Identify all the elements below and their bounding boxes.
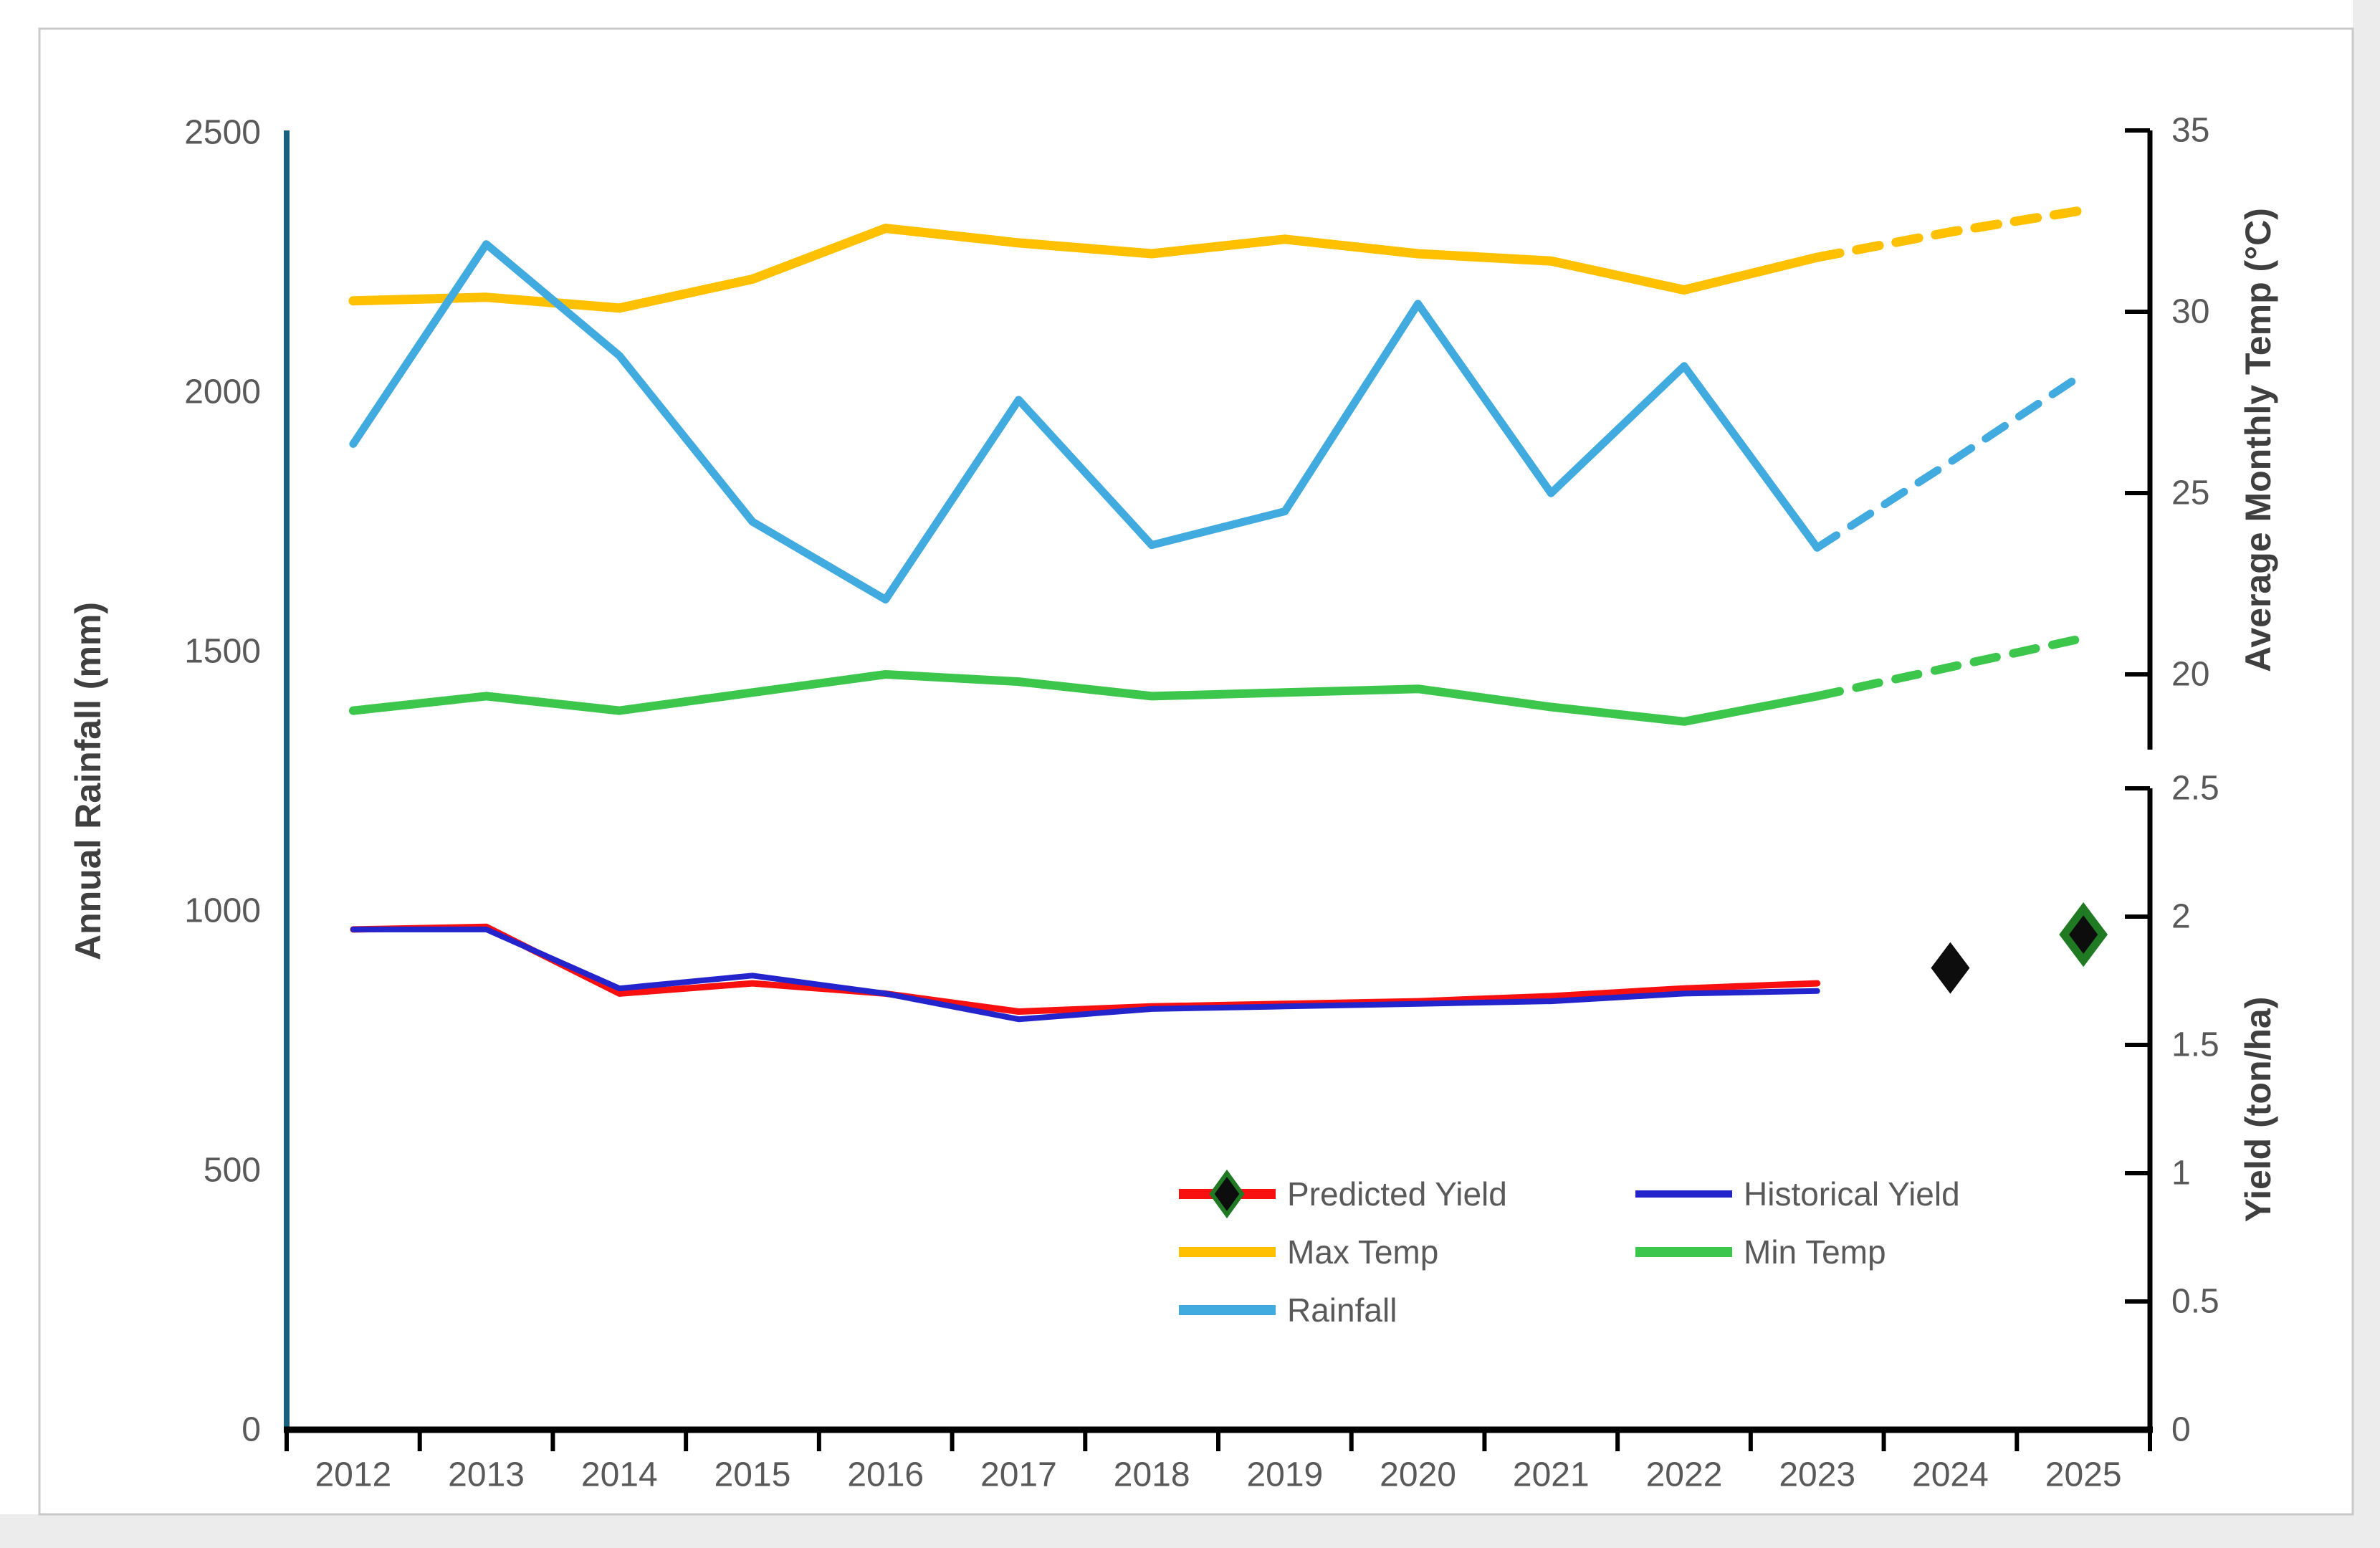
yield-tick-label: 0 [2171,1411,2191,1449]
series-rainfall-forecast [1813,370,2088,552]
predicted-yield-diamond-icon [1209,1169,1245,1219]
legend: Predicted Yield Historical Yield Max Tem… [1179,1169,1960,1329]
rainfall-tick-label: 1000 [184,892,261,930]
yield-tick-label: 2.5 [2171,770,2219,808]
legend-item-max-temp: Max Temp [1179,1233,1438,1271]
series-rainfall [349,240,1822,604]
temp-tick-label: 35 [2171,112,2209,150]
rainfall-tick-label: 0 [242,1411,261,1449]
x-tick-label: 2025 [2045,1456,2122,1494]
temp-axis-title: Average Monthly Temp (°C) [2238,208,2278,672]
forecast-diamond-marker-2024 [1931,942,1970,994]
x-tick-label: 2021 [1513,1456,1590,1494]
yield-tick-label: 2 [2171,898,2191,936]
temp-tick-label: 20 [2171,656,2209,694]
legend-item-historical-yield: Historical Yield [1635,1175,1960,1213]
temp-tick-label: 30 [2171,293,2209,331]
legend-label: Historical Yield [1744,1175,1960,1213]
x-tick-label: 2020 [1380,1456,1456,1494]
x-tick-label: 2019 [1246,1456,1323,1494]
rainfall-tick-label: 500 [204,1152,261,1190]
x-tick-label: 2014 [581,1456,658,1494]
rainfall-tick-label: 2000 [184,373,261,411]
legend-item-predicted-yield: Predicted Yield [1179,1169,1507,1219]
legend-item-rainfall: Rainfall [1179,1291,1397,1329]
x-tick-label: 2013 [448,1456,525,1494]
rainfall-tick-label: 1500 [184,633,261,671]
legend-item-min-temp: Min Temp [1635,1233,1886,1271]
legend-label: Rainfall [1287,1291,1397,1329]
series-max-temp-forecast [1812,205,2088,262]
yield-tick-label: 1 [2171,1155,2191,1193]
rainfall-axis-title: Annual Rainfall (mm) [68,602,108,960]
window-edge-bottom [0,1514,2380,1548]
series-min-temp [348,670,1822,726]
x-tick-label: 2015 [715,1456,791,1494]
chart-frame [38,27,2354,1516]
series-min-temp-forecast [1812,634,2088,701]
series-historical-yield [350,926,1820,1023]
legend-label: Predicted Yield [1287,1175,1507,1213]
legend-label: Min Temp [1744,1233,1886,1271]
x-tick-label: 2017 [980,1456,1057,1494]
legend-label: Max Temp [1287,1233,1438,1271]
yield-tick-label: 1.5 [2171,1026,2219,1064]
series-predicted-yield [350,923,1821,1015]
yield-axis-title: Yield (ton/ha) [2238,997,2278,1223]
temp-tick-label: 25 [2171,474,2209,512]
x-tick-label: 2012 [315,1456,391,1494]
series-max-temp [348,224,1822,313]
window-edge-right [2353,0,2380,1548]
x-tick-label: 2023 [1779,1456,1855,1494]
x-tick-label: 2024 [1912,1456,1989,1494]
yield-tick-label: 0.5 [2171,1283,2219,1321]
x-tick-label: 2018 [1114,1456,1190,1494]
rainfall-tick-label: 2500 [184,114,261,152]
x-tick-label: 2016 [847,1456,924,1494]
x-tick-label: 2022 [1646,1456,1723,1494]
forecast-diamond-marker-2025 [2059,902,2108,968]
